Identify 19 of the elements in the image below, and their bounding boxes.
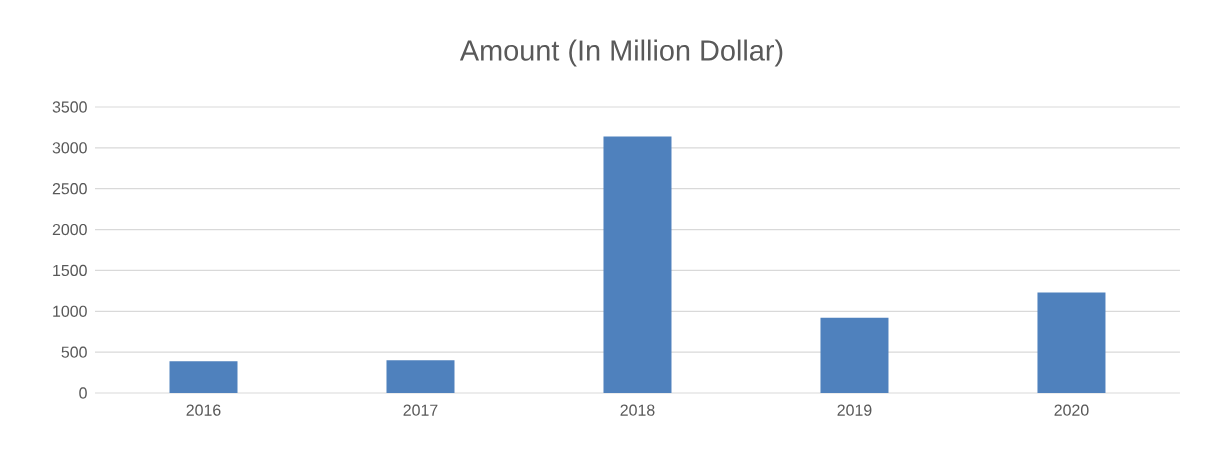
- bar: [169, 361, 238, 393]
- chart-title: Amount (In Million Dollar): [459, 39, 783, 67]
- y-tick-label: 0: [79, 387, 87, 399]
- x-tick-label: 2020: [1054, 404, 1089, 416]
- y-tick-label: 2500: [52, 183, 87, 195]
- y-tick-label: 3500: [52, 101, 87, 113]
- x-tick-label: 2016: [186, 404, 221, 416]
- bar: [1037, 292, 1106, 393]
- x-tick-label: 2017: [403, 404, 438, 416]
- y-tick-label: 1500: [53, 264, 87, 277]
- y-tick-label: 1000: [53, 305, 87, 317]
- y-tick-label: 500: [61, 346, 87, 358]
- bar: [386, 360, 455, 393]
- y-tick-label: 3000: [52, 142, 87, 154]
- x-tick-label: 2018: [620, 404, 655, 416]
- y-tick-label: 2000: [52, 223, 87, 236]
- bar: [820, 317, 889, 393]
- x-tick-label: 2019: [837, 404, 872, 416]
- bar: [603, 136, 672, 393]
